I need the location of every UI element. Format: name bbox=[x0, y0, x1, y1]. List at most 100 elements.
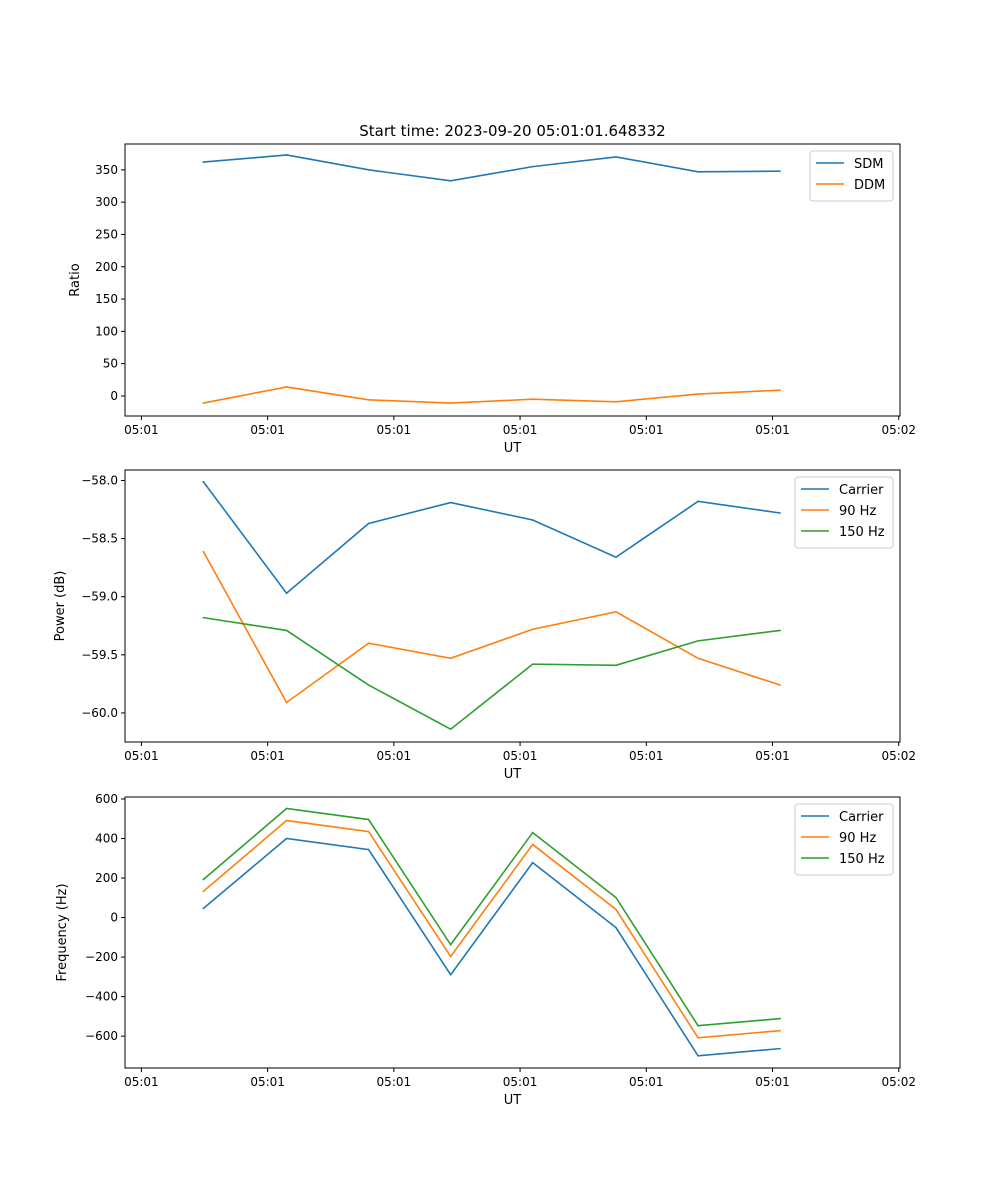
x-tick-label: 05:01 bbox=[124, 749, 159, 763]
data-point bbox=[367, 684, 370, 686]
x-tick-label: 05:01 bbox=[503, 423, 538, 437]
data-point bbox=[697, 657, 699, 660]
data-point bbox=[697, 1024, 699, 1027]
data-point bbox=[697, 640, 699, 642]
x-axis-label: UT bbox=[504, 441, 522, 456]
x-tick-label: 05:01 bbox=[250, 749, 285, 763]
legend-label: 90 Hz bbox=[839, 504, 876, 519]
legend-label: SDM bbox=[854, 157, 883, 172]
data-point bbox=[285, 837, 288, 840]
data-point bbox=[615, 908, 617, 911]
subplot-2: 05:01 05:01 05:01 05:01 05:01 05:01 05:02 −60.0… bbox=[53, 469, 916, 782]
data-point bbox=[779, 170, 781, 172]
data-point bbox=[202, 907, 205, 910]
y-tick-label: 0 bbox=[110, 911, 118, 925]
data-point bbox=[615, 926, 617, 929]
data-point bbox=[449, 180, 452, 182]
y-tick-label: 300 bbox=[95, 195, 118, 209]
series-line-90-hz bbox=[202, 550, 781, 704]
data-point bbox=[449, 955, 452, 958]
y-tick-label: −59.5 bbox=[81, 648, 118, 662]
data-point bbox=[615, 611, 617, 613]
x-tick-label: 05:01 bbox=[124, 1075, 159, 1089]
y-tick-label: 350 bbox=[95, 163, 118, 177]
data-point bbox=[531, 628, 534, 631]
axes-frame bbox=[124, 143, 901, 417]
y-tick-label: 50 bbox=[103, 357, 118, 371]
y-tick-label: −60.0 bbox=[81, 706, 118, 720]
data-point bbox=[531, 165, 534, 168]
data-point bbox=[367, 818, 370, 821]
y-axis-label: Frequency (Hz) bbox=[55, 883, 70, 981]
data-point bbox=[367, 830, 370, 833]
legend: Carrier 90 Hz 150 Hz bbox=[794, 803, 894, 876]
data-point bbox=[285, 701, 288, 704]
data-point bbox=[779, 629, 781, 632]
data-point bbox=[449, 728, 452, 731]
series-line-sdm bbox=[203, 154, 781, 182]
x-tick-label: 05:01 bbox=[629, 1075, 664, 1089]
data-point bbox=[367, 522, 370, 525]
data-point bbox=[779, 1017, 781, 1020]
y-tick-label: 250 bbox=[95, 227, 118, 241]
y-tick-label: −58.0 bbox=[81, 473, 118, 487]
data-point bbox=[285, 386, 288, 388]
data-point bbox=[367, 169, 370, 171]
data-point bbox=[449, 657, 452, 660]
data-point bbox=[615, 400, 617, 403]
subplot-3: 05:01 05:01 05:01 05:01 05:01 05:01 05:02 −600 −… bbox=[55, 792, 916, 1108]
x-tick-label: 05:01 bbox=[250, 423, 285, 437]
data-point bbox=[285, 819, 288, 822]
data-point bbox=[449, 501, 452, 504]
data-point bbox=[285, 629, 288, 632]
x-tick-label: 05:01 bbox=[124, 423, 159, 437]
x-tick-label: 05:02 bbox=[881, 423, 916, 437]
data-point bbox=[531, 831, 534, 834]
x-tick-label: 05:02 bbox=[881, 1075, 916, 1089]
x-tick-label: 05:01 bbox=[755, 1075, 790, 1089]
x-tick-label: 05:01 bbox=[503, 1075, 538, 1089]
x-tick-label: 05:01 bbox=[755, 749, 790, 763]
x-tick-label: 05:01 bbox=[755, 423, 790, 437]
data-point bbox=[285, 592, 288, 595]
x-tick-label: 05:01 bbox=[503, 749, 538, 763]
data-point bbox=[449, 402, 452, 404]
data-point bbox=[367, 848, 370, 851]
y-axis-label: Power (dB) bbox=[53, 571, 68, 642]
data-point bbox=[202, 890, 205, 893]
series-line-ddm bbox=[203, 386, 781, 404]
data-point bbox=[697, 393, 699, 395]
series-line-carrier bbox=[202, 837, 781, 1057]
axes-frame bbox=[124, 469, 901, 743]
x-tick-label: 05:01 bbox=[629, 749, 664, 763]
legend: Carrier 90 Hz 150 Hz bbox=[794, 476, 894, 549]
legend: SDM DDM bbox=[809, 150, 894, 202]
data-point bbox=[202, 550, 205, 553]
data-point bbox=[779, 389, 781, 391]
legend-label: Carrier bbox=[839, 483, 884, 498]
data-point bbox=[697, 1054, 699, 1057]
x-tick-label: 05:01 bbox=[377, 423, 412, 437]
series-line-150-hz bbox=[202, 807, 781, 1027]
legend-label: 150 Hz bbox=[839, 852, 885, 867]
legend-label: DDM bbox=[854, 178, 885, 193]
data-point bbox=[615, 896, 617, 899]
y-tick-label: 200 bbox=[95, 871, 118, 885]
data-point bbox=[202, 616, 205, 619]
series-line-90-hz bbox=[202, 819, 781, 1039]
data-point bbox=[615, 664, 617, 667]
data-point bbox=[779, 1029, 781, 1032]
data-point bbox=[531, 663, 534, 665]
y-tick-label: 600 bbox=[95, 792, 118, 806]
data-point bbox=[779, 1047, 781, 1050]
data-point bbox=[615, 156, 617, 158]
data-point bbox=[531, 398, 534, 401]
x-tick-label: 05:01 bbox=[629, 423, 664, 437]
data-point bbox=[697, 170, 699, 173]
data-point bbox=[202, 480, 205, 483]
legend-label: 90 Hz bbox=[839, 831, 876, 846]
y-tick-label: 400 bbox=[95, 832, 118, 846]
legend-label: Carrier bbox=[839, 810, 884, 825]
